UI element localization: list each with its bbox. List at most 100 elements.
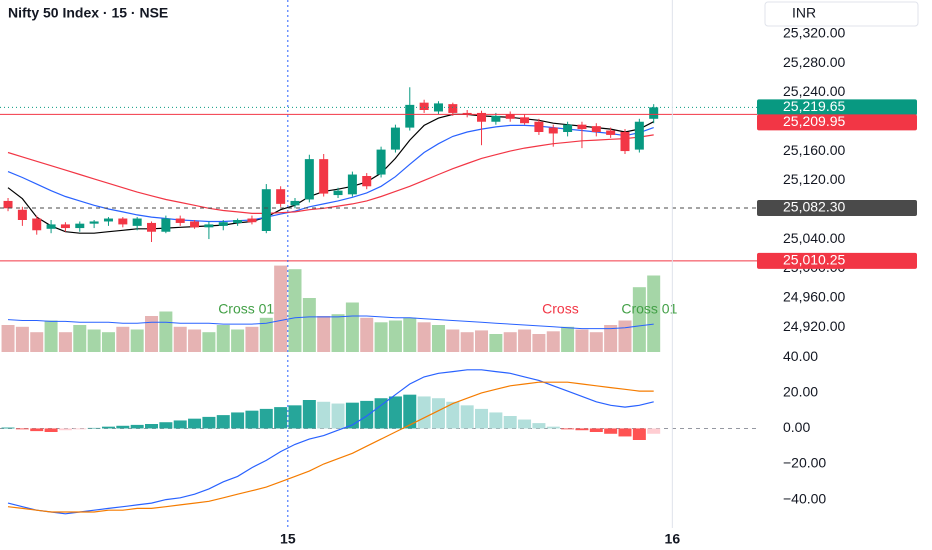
histogram-bar bbox=[173, 420, 187, 429]
volume-bar bbox=[73, 325, 87, 352]
y-tick-label: 40.00 bbox=[783, 348, 818, 364]
volume-ma-line bbox=[7, 315, 654, 330]
candle-body bbox=[319, 159, 329, 194]
histogram-bar bbox=[503, 416, 517, 429]
price-label-box bbox=[757, 252, 917, 269]
volume-bar bbox=[231, 329, 245, 352]
candle-body bbox=[175, 218, 185, 223]
histogram-bar bbox=[518, 419, 532, 429]
histogram-bar bbox=[532, 423, 546, 429]
candle-body bbox=[118, 218, 128, 225]
volume-bar bbox=[274, 265, 288, 352]
candle-body bbox=[147, 222, 157, 232]
candle-body bbox=[304, 159, 314, 200]
volume-bar bbox=[632, 287, 646, 352]
volume-bar bbox=[561, 326, 575, 352]
histogram-bar bbox=[561, 428, 575, 430]
volume-bar bbox=[87, 329, 101, 352]
candle-body bbox=[390, 127, 400, 150]
histogram-bar bbox=[130, 424, 144, 429]
volume-bar bbox=[403, 317, 417, 352]
histogram-bar bbox=[575, 428, 589, 431]
moving-average bbox=[7, 134, 654, 214]
histogram-bar bbox=[317, 401, 331, 429]
histogram-bar bbox=[116, 425, 130, 429]
volume-bar bbox=[360, 317, 374, 352]
histogram-bar bbox=[159, 422, 173, 429]
y-tick-label: −40.00 bbox=[783, 490, 826, 506]
chart-title: Nifty 50 Index · 15 · NSE bbox=[8, 5, 168, 21]
candle-body bbox=[276, 189, 286, 204]
histogram-bar bbox=[73, 428, 87, 430]
volume-bar bbox=[575, 329, 589, 352]
histogram-bar bbox=[44, 428, 58, 432]
candle-body bbox=[649, 107, 659, 119]
volume-bar bbox=[475, 330, 489, 352]
x-tick-label: 15 bbox=[280, 531, 296, 547]
candle-body bbox=[419, 102, 429, 110]
price-label-box bbox=[757, 114, 917, 131]
macd-line bbox=[7, 369, 654, 515]
volume-bar bbox=[188, 329, 202, 352]
histogram-bar bbox=[259, 408, 273, 429]
y-tick-label: 25,240.00 bbox=[783, 83, 845, 99]
candle-body bbox=[347, 174, 357, 195]
volume-bar bbox=[44, 320, 58, 352]
histogram-bar bbox=[1, 427, 15, 429]
volume-bar bbox=[546, 331, 560, 352]
annotation: Cross bbox=[542, 301, 579, 317]
price-label: 25,082.30 bbox=[783, 199, 845, 215]
volume-bar bbox=[489, 334, 503, 352]
candle-body bbox=[261, 189, 271, 231]
volume-bar bbox=[245, 326, 259, 352]
histogram-bar bbox=[30, 428, 44, 432]
candle-body bbox=[606, 130, 616, 135]
volume-bar bbox=[374, 322, 388, 352]
candle-body bbox=[333, 190, 343, 196]
histogram-bar bbox=[403, 394, 417, 429]
histogram-bar bbox=[15, 428, 29, 430]
candle-body bbox=[103, 218, 113, 222]
candle-body bbox=[3, 200, 13, 209]
candle-body bbox=[362, 176, 372, 187]
histogram-bar bbox=[446, 401, 460, 429]
histogram-bar bbox=[431, 398, 445, 429]
candle-body bbox=[190, 221, 200, 228]
volume-bar bbox=[1, 325, 15, 352]
histogram-bar bbox=[345, 402, 359, 429]
candle-body bbox=[75, 223, 85, 229]
y-tick-label: 25,040.00 bbox=[783, 230, 845, 246]
histogram-bar bbox=[58, 428, 72, 431]
y-tick-label: 0.00 bbox=[783, 419, 810, 435]
candle-body bbox=[233, 220, 243, 223]
volume-bar bbox=[532, 334, 546, 352]
histogram-bar bbox=[475, 408, 489, 429]
candle-body bbox=[577, 124, 587, 130]
histogram-bar bbox=[87, 427, 101, 429]
candle-body bbox=[161, 218, 171, 232]
y-tick-label: 25,280.00 bbox=[783, 54, 845, 70]
candle-body bbox=[534, 121, 544, 132]
y-tick-label: 25,160.00 bbox=[783, 142, 845, 158]
currency-box[interactable] bbox=[764, 1, 919, 27]
y-tick-label: 24,960.00 bbox=[783, 288, 845, 304]
histogram-bar bbox=[331, 403, 345, 429]
candle-body bbox=[620, 132, 630, 152]
y-tick-label: 25,120.00 bbox=[783, 171, 845, 187]
candle-body bbox=[204, 224, 214, 228]
volume-bar bbox=[30, 332, 44, 352]
histogram-bar bbox=[618, 428, 632, 437]
candle-body bbox=[290, 200, 300, 206]
candle-body bbox=[218, 222, 228, 226]
volume-bar bbox=[58, 332, 72, 352]
candle-body bbox=[89, 221, 99, 224]
volume-bar bbox=[345, 302, 359, 352]
candle-body bbox=[405, 104, 415, 128]
candle-body bbox=[132, 218, 142, 226]
volume-bar bbox=[173, 326, 187, 352]
volume-bar bbox=[618, 320, 632, 352]
volume-bar bbox=[159, 311, 173, 352]
currency-label[interactable]: INR bbox=[792, 5, 816, 21]
histogram-bar bbox=[202, 416, 216, 429]
